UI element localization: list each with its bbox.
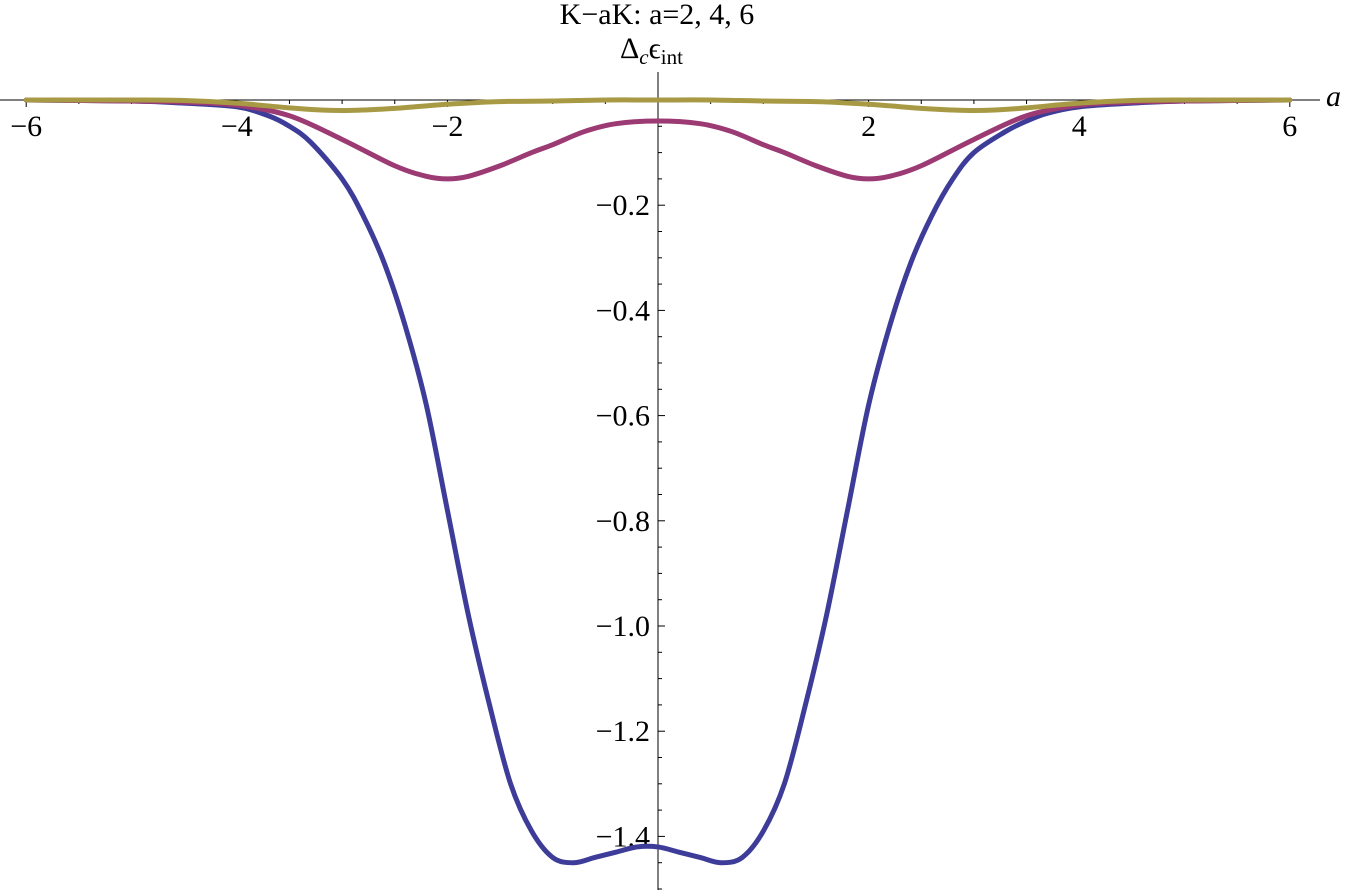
x-tick-label: 2 <box>861 110 876 143</box>
y-label-symbol-sub: c <box>639 45 649 69</box>
series-line-3 <box>23 97 1293 114</box>
y-axis-label: Δcϵint <box>620 32 683 69</box>
y-tick-label: −1.2 <box>596 715 650 748</box>
x-tick-label: −4 <box>221 110 253 143</box>
x-tick-label: 4 <box>1072 110 1087 143</box>
y-label-main: ϵ <box>649 32 661 65</box>
x-tick-label: −6 <box>10 110 42 143</box>
chart-title: K−aK: a=2, 4, 6 <box>560 0 755 31</box>
axes <box>0 72 1320 890</box>
y-tick-label: −0.8 <box>596 505 650 538</box>
series-line-1 <box>23 97 1293 866</box>
y-tick-label: −0.2 <box>596 189 650 222</box>
y-tick-label: −0.6 <box>596 400 650 433</box>
y-tick-label: −0.4 <box>596 294 650 327</box>
y-label-main-sub: int <box>661 45 683 69</box>
y-label-symbol: Δ <box>620 32 639 65</box>
ticks: −6 −4 −2 2 4 6−0.2−0.4−0.6−0.8−1.0−1.2−1.4 <box>10 100 1297 890</box>
x-tick-label: −2 <box>431 110 463 143</box>
y-tick-label: −1.0 <box>596 610 650 643</box>
x-tick-label: 6 <box>1282 110 1297 143</box>
x-axis-label: a <box>1326 80 1341 113</box>
series-line-2 <box>23 97 1293 182</box>
series-group <box>23 97 1293 866</box>
